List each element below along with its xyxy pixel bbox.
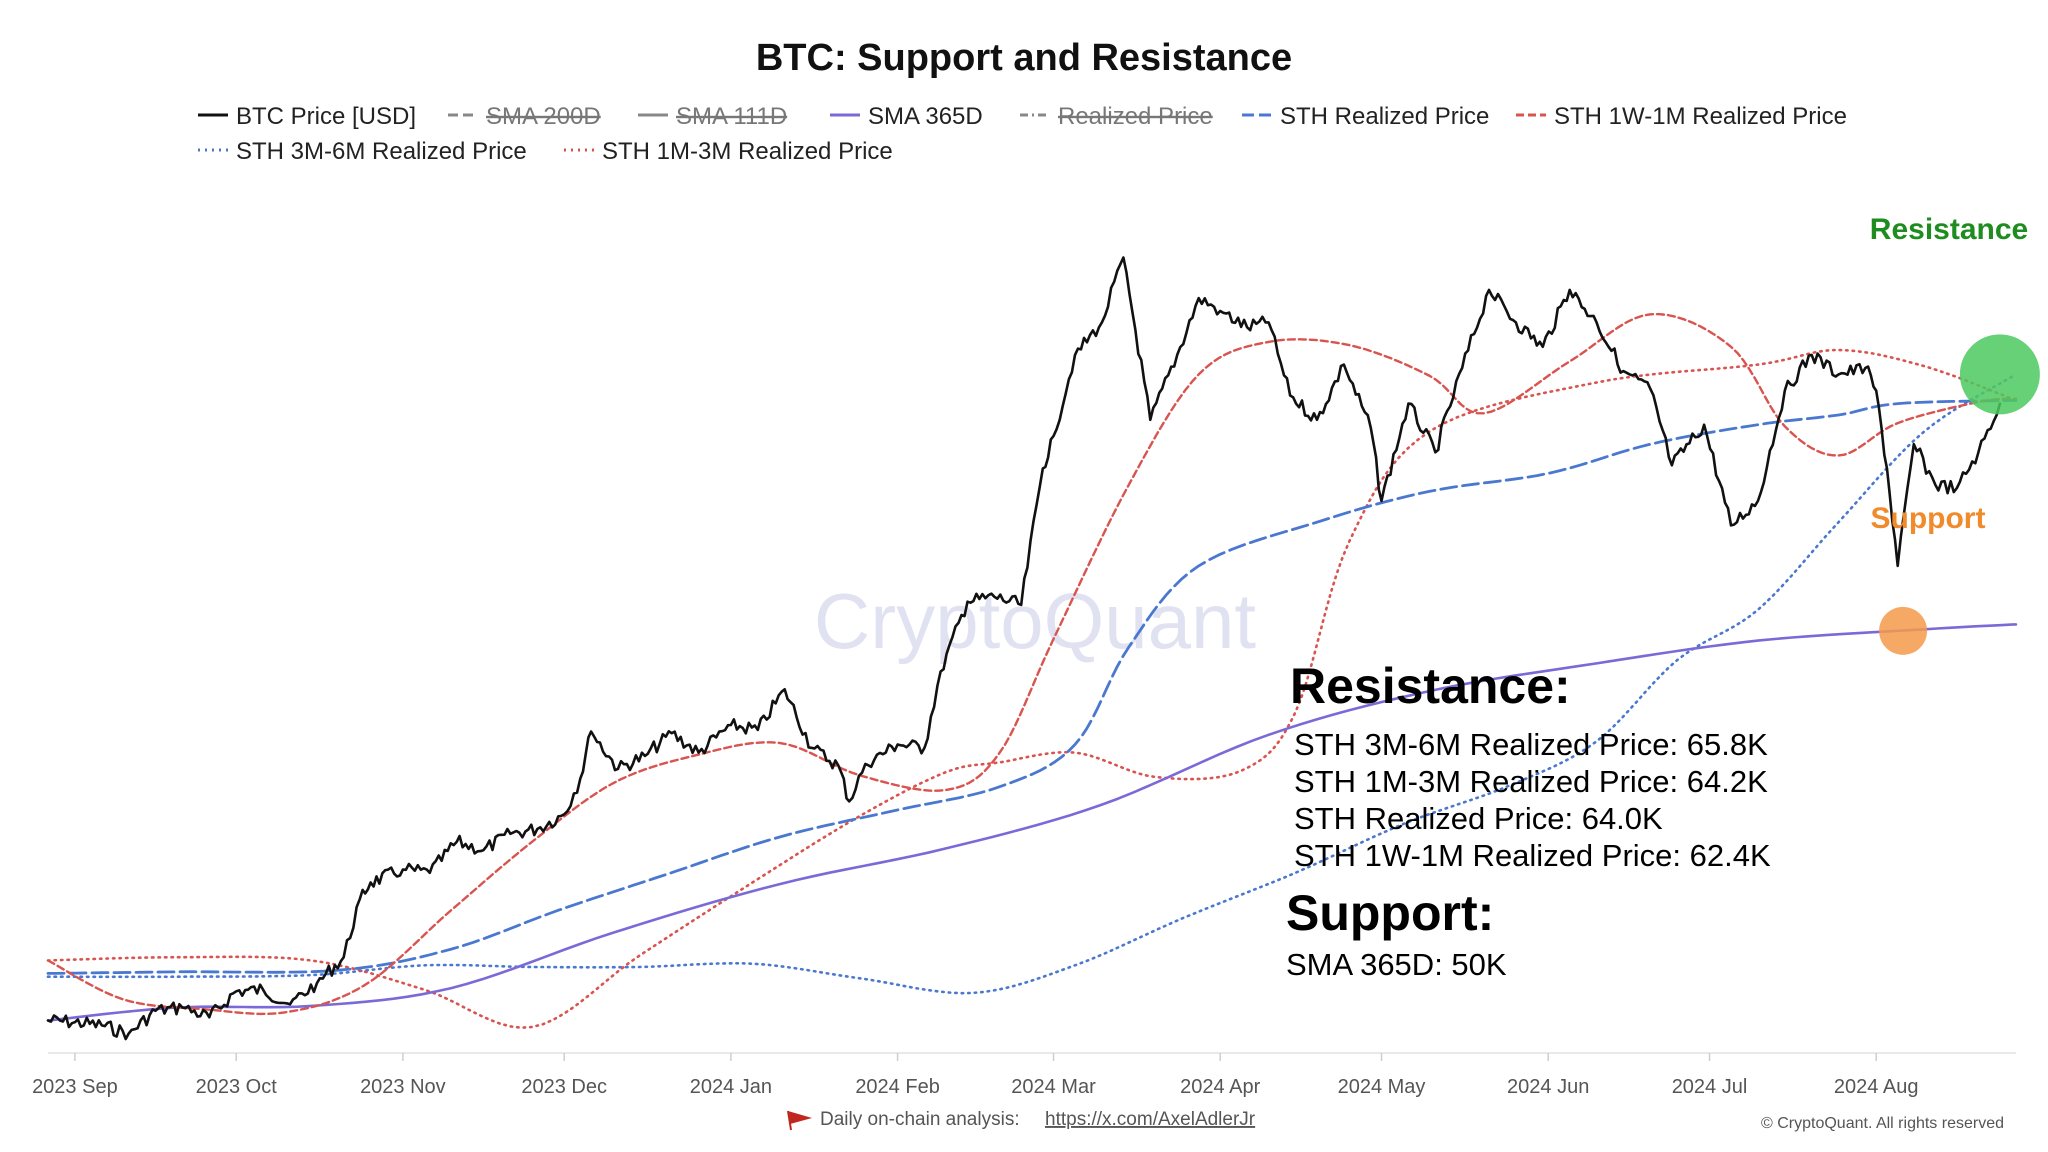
x-tick-label: 2023 Nov: [360, 1076, 446, 1098]
x-tick-label: 2024 Mar: [1011, 1076, 1096, 1098]
legend-item-realized[interactable]: Realized Price: [1020, 103, 1213, 130]
legend-item-sma200[interactable]: SMA 200D: [448, 103, 601, 130]
legend-label-btc: BTC Price [USD]: [236, 103, 416, 130]
resistance-item: STH 3M-6M Realized Price: 65.8K: [1294, 727, 1768, 762]
x-tick-label: 2024 Jul: [1672, 1076, 1748, 1098]
legend-item-btc[interactable]: BTC Price [USD]: [198, 103, 416, 130]
support-annotation: Support: [1871, 502, 1986, 535]
legend-label-sth-3m6m: STH 3M-6M Realized Price: [236, 138, 527, 165]
info-panel: Resistance: STH 3M-6M Realized Price: 65…: [1286, 658, 1771, 982]
series-line-sma-365d: [46, 623, 2018, 1022]
x-tick-label: 2024 May: [1338, 1076, 1426, 1098]
resistance-marker: [1959, 334, 2040, 415]
resistance-annotation: Resistance: [1870, 213, 2028, 246]
footer: Daily on-chain analysis: https://x.com/A…: [787, 1109, 2004, 1132]
x-tick-label: 2024 Jan: [690, 1076, 772, 1098]
series-layer: [46, 256, 2018, 1041]
legend-label-sth-1m3m: STH 1M-3M Realized Price: [602, 138, 893, 165]
resistance-item: STH 1M-3M Realized Price: 64.2K: [1294, 764, 1768, 799]
footer-link[interactable]: https://x.com/AxelAdlerJr: [1045, 1109, 1256, 1130]
series-line-sth-realized-price: [46, 398, 2018, 975]
x-tick-label: 2023 Sep: [32, 1076, 118, 1098]
resistance-item: STH Realized Price: 64.0K: [1294, 801, 1663, 836]
footer-text: Daily on-chain analysis:: [820, 1109, 1020, 1130]
legend-label-sma365: SMA 365D: [868, 103, 983, 130]
watermark: CryptoQuant: [814, 577, 1257, 665]
legend-label-sth-1w1m: STH 1W-1M Realized Price: [1554, 103, 1847, 130]
flag-icon: [788, 1111, 812, 1124]
legend: BTC Price [USD] SMA 200D SMA 111D SMA 36…: [198, 103, 1847, 165]
legend-label-sma200: SMA 200D: [486, 103, 601, 130]
copyright: © CryptoQuant. All rights reserved: [1761, 1115, 2004, 1132]
legend-label-sma111: SMA 111D: [676, 103, 787, 130]
x-tick-label: 2023 Oct: [196, 1076, 278, 1098]
x-axis-ticks: 2023 Sep 2023 Oct 2023 Nov 2023 Dec 2024 Jan…: [32, 1053, 1918, 1098]
legend-item-sth-1m3m[interactable]: STH 1M-3M Realized Price: [564, 138, 893, 165]
series-line-sth-1w-1m-realized-price: [46, 312, 2018, 1016]
resistance-item: STH 1W-1M Realized Price: 62.4K: [1294, 838, 1771, 873]
support-item: SMA 365D: 50K: [1286, 947, 1507, 982]
x-tick-label: 2024 Aug: [1834, 1076, 1919, 1098]
x-tick-label: 2024 Jun: [1507, 1076, 1589, 1098]
legend-item-sma111[interactable]: SMA 111D: [638, 103, 787, 130]
x-tick-label: 2024 Feb: [855, 1076, 940, 1098]
flag-pole: [787, 1110, 792, 1131]
x-tick-label: 2023 Dec: [521, 1076, 607, 1098]
chart-title: BTC: Support and Resistance: [756, 37, 1292, 79]
support-marker: [1879, 606, 1928, 655]
legend-label-sth: STH Realized Price: [1280, 103, 1489, 130]
series-line-sth-1m-3m-realized-price: [46, 348, 2018, 1029]
x-tick-label: 2024 Apr: [1180, 1076, 1260, 1098]
series-line-sth-3m-6m-realized-price: [46, 373, 2018, 995]
legend-item-sth-1w1m[interactable]: STH 1W-1M Realized Price: [1516, 103, 1847, 130]
series-line-btc-price-usd: [46, 256, 2002, 1041]
legend-item-sma365[interactable]: SMA 365D: [830, 103, 983, 130]
legend-label-realized: Realized Price: [1058, 103, 1213, 130]
legend-item-sth[interactable]: STH Realized Price: [1242, 103, 1489, 130]
resistance-heading: Resistance:: [1290, 658, 1571, 714]
legend-item-sth-3m6m[interactable]: STH 3M-6M Realized Price: [198, 138, 527, 165]
support-heading: Support:: [1286, 885, 1494, 941]
